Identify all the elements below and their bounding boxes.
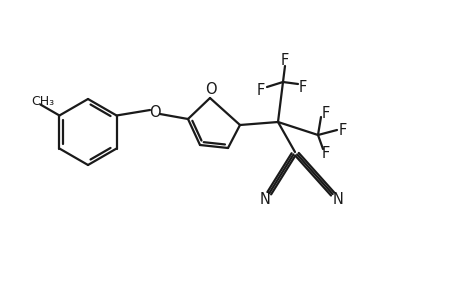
Text: F: F <box>338 122 347 137</box>
Text: F: F <box>298 80 307 94</box>
Text: F: F <box>280 52 289 68</box>
Text: CH₃: CH₃ <box>31 95 54 108</box>
Text: F: F <box>321 146 330 160</box>
Text: N: N <box>332 193 343 208</box>
Text: O: O <box>149 104 161 119</box>
Text: F: F <box>321 106 330 121</box>
Text: O: O <box>205 82 216 97</box>
Text: N: N <box>259 193 270 208</box>
Text: F: F <box>256 82 264 98</box>
